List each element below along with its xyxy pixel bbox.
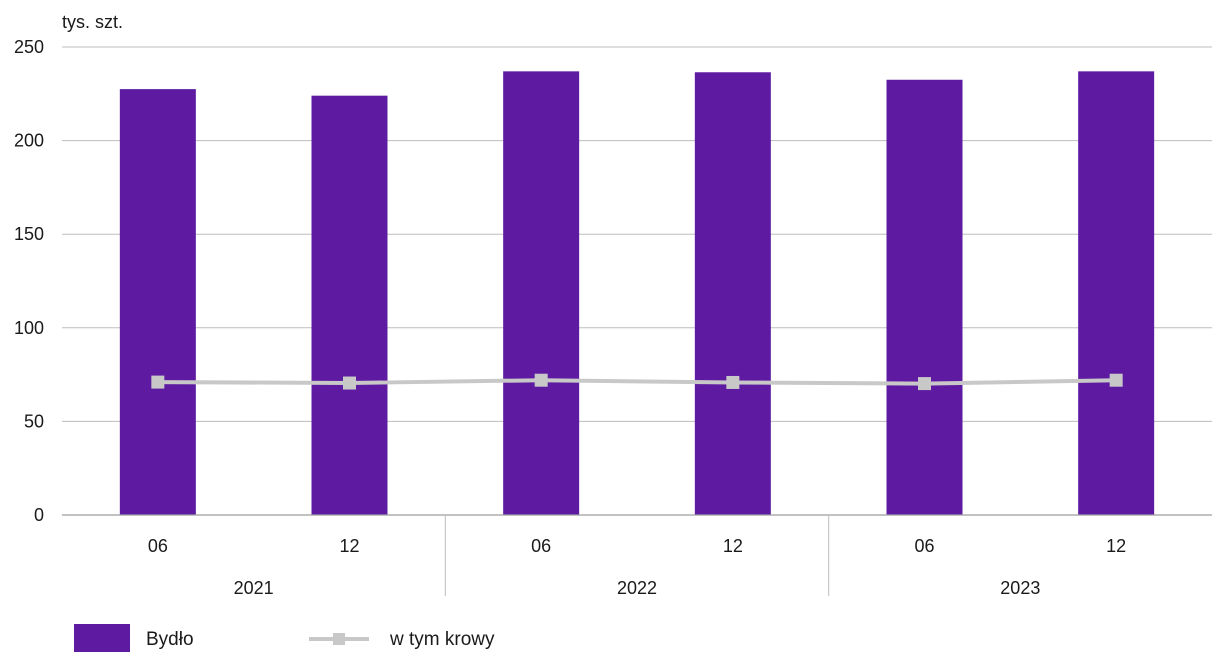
y-tick-label: 200 [14,131,44,151]
x-group-label: 2021 [234,578,274,598]
y-tick-label: 0 [34,505,44,525]
line-point [151,375,165,389]
legend-swatch-bydlo [74,624,130,652]
bar [886,79,963,515]
x-tick-label: 06 [914,536,934,556]
line-point [726,375,740,389]
gridlines [62,46,1212,422]
y-tick-label: 50 [24,411,44,431]
legend-swatch-krowy-marker [333,633,345,645]
bar-series [119,71,1155,516]
legend-label-bydlo: Bydło [146,629,194,650]
x-tick-label: 12 [339,536,359,556]
series-line-krowy [157,378,1117,386]
line-series [151,373,1123,391]
x-tick-label: 12 [1106,536,1126,556]
bar [119,89,196,516]
x-tick-label: 06 [148,536,168,556]
x-tick-label: 12 [723,536,743,556]
y-tick-label: 150 [14,224,44,244]
x-tick-label: 06 [531,536,551,556]
bar [311,95,388,515]
y-axis-ticks: 0 50 100 150 200 250 [14,37,44,525]
line-point [918,377,931,391]
x-axis: 06 12 06 12 06 12 2021 2022 2023 [62,514,1212,598]
x-group-label: 2022 [617,578,657,598]
y-axis-unit-label: tys. szt. [62,12,123,32]
bar [503,71,580,515]
line-point [343,376,356,390]
bar [1078,71,1155,515]
x-group-label: 2023 [1000,578,1040,598]
y-tick-label: 100 [14,318,44,338]
legend: Bydło w tym krowy [74,624,495,652]
bar [694,72,771,515]
y-tick-label: 250 [14,37,44,57]
line-point [1109,373,1123,387]
legend-label-krowy: w tym krowy [389,629,495,650]
line-point [534,373,548,387]
